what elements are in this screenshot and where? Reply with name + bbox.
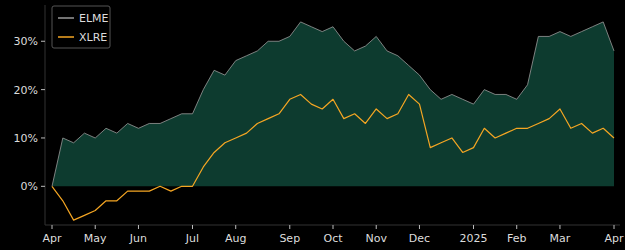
- x-tick-label: 2025: [460, 232, 488, 245]
- legend-label: XLRE: [79, 31, 107, 44]
- legend-swatch: [58, 36, 74, 38]
- x-tick: [473, 225, 474, 229]
- x-tick-label: Feb: [507, 232, 526, 245]
- y-axis-line: [45, 5, 46, 225]
- y-tick: [41, 41, 45, 42]
- x-tick-label: Sep: [279, 232, 300, 245]
- series-line: [52, 22, 614, 186]
- x-tick: [289, 225, 290, 229]
- y-tick-label: 30%: [14, 35, 38, 48]
- x-tick: [516, 225, 517, 229]
- x-tick-label: Apr: [604, 232, 624, 245]
- x-tick-label: Dec: [409, 232, 430, 245]
- x-tick: [419, 225, 420, 229]
- x-tick: [333, 225, 334, 229]
- x-tick-label: Apr: [42, 232, 62, 245]
- legend-box: [52, 6, 110, 48]
- plot-area: [52, 22, 614, 220]
- x-tick-label: Mar: [550, 232, 571, 245]
- y-tick-label: 10%: [14, 132, 38, 145]
- area-fill: [52, 22, 614, 186]
- x-tick: [559, 225, 560, 229]
- x-tick: [192, 225, 193, 229]
- x-tick-label: Aug: [225, 232, 246, 245]
- x-tick: [614, 225, 615, 229]
- y-tick: [41, 186, 45, 187]
- legend-swatch: [58, 17, 74, 19]
- x-tick: [52, 225, 53, 229]
- x-tick-label: Nov: [365, 232, 387, 245]
- x-tick: [95, 225, 96, 229]
- x-tick-label: Jul: [185, 232, 199, 245]
- legend-label: ELME: [79, 12, 109, 25]
- y-tick-label: 0%: [21, 180, 38, 193]
- y-tick-label: 20%: [14, 84, 38, 97]
- chart: 0% 10% 20% 30% Apr May Jun Jul Aug Sep Oct Nov Dec 20…: [0, 0, 625, 250]
- x-tick-label: Jun: [129, 232, 147, 245]
- x-tick: [235, 225, 236, 229]
- series-line: [52, 94, 614, 220]
- x-tick-label: Oct: [323, 232, 343, 245]
- x-tick-label: May: [84, 232, 107, 245]
- background: [0, 0, 625, 250]
- x-tick: [138, 225, 139, 229]
- legend: ELME XLRE: [52, 6, 110, 48]
- y-tick: [41, 89, 45, 90]
- y-tick: [41, 137, 45, 138]
- x-tick: [376, 225, 377, 229]
